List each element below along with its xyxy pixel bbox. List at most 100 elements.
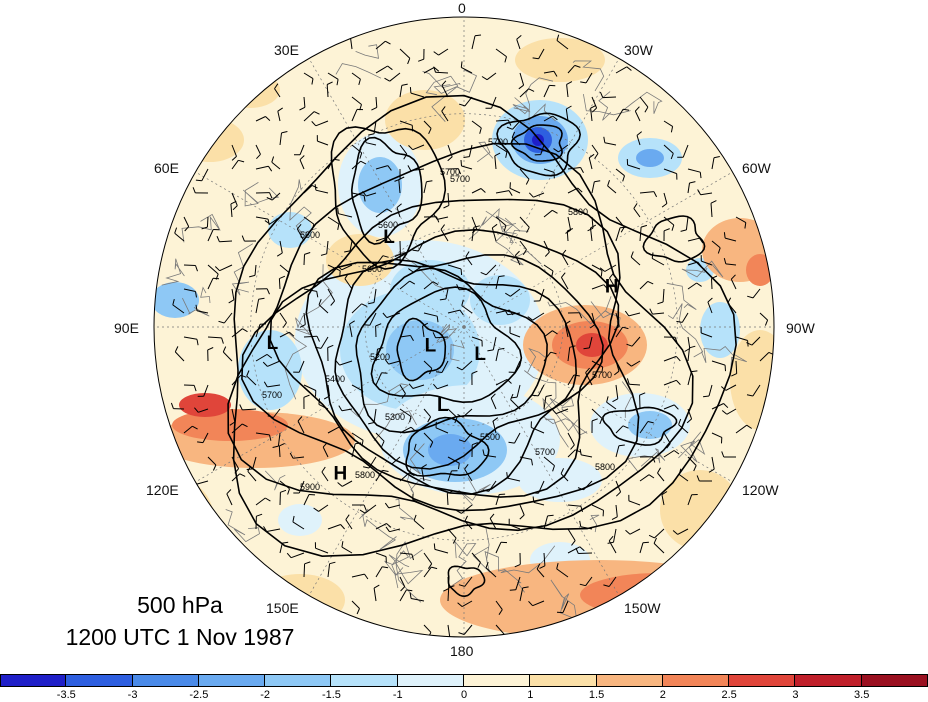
- wind-barb-shaft: [492, 336, 497, 351]
- wind-barb-flag: [594, 180, 601, 183]
- wind-barb-flag: [373, 584, 380, 589]
- anomaly-blob: [730, 330, 774, 430]
- contour-label: 5600: [378, 220, 398, 230]
- wind-barb-shaft: [631, 360, 641, 367]
- wind-barb-flag: [356, 608, 360, 615]
- coastline-segment: [355, 44, 379, 59]
- wind-barb-shaft: [375, 349, 378, 362]
- coastline-segment: [472, 527, 491, 573]
- wind-barb-flag: [456, 366, 463, 371]
- wind-barb-shaft: [373, 120, 377, 134]
- wind-barb-flag: [249, 274, 256, 278]
- wind-barb-flag: [311, 78, 314, 85]
- wind-barb-flag: [514, 563, 521, 568]
- wind-barb-shaft: [700, 192, 713, 196]
- wind-barb-flag: [678, 468, 682, 475]
- wind-barb-flag: [526, 227, 530, 233]
- wind-barb-flag: [384, 502, 390, 509]
- wind-barb-shaft: [663, 379, 677, 386]
- coastline-segment: [433, 69, 478, 94]
- wind-barb-flag: [445, 638, 450, 641]
- wind-barb-shaft: [581, 454, 593, 458]
- coastline-segment: [544, 418, 569, 448]
- height-contour: [227, 142, 694, 532]
- wind-barb-flag: [480, 188, 486, 193]
- wind-barb-flag: [386, 208, 393, 213]
- wind-barb-shaft: [303, 312, 306, 325]
- wind-barb-flag: [458, 463, 460, 470]
- colorbar-tick-label: 3.5: [854, 689, 870, 701]
- wind-barb-shaft: [254, 264, 257, 276]
- wind-barb-flag: [676, 379, 681, 386]
- wind-barb-flag: [170, 402, 174, 409]
- wind-barb-shaft: [231, 456, 240, 469]
- wind-barb-shaft: [555, 408, 569, 415]
- wind-barb-flag: [723, 403, 729, 409]
- wind-barb-shaft: [279, 312, 287, 323]
- wind-barb-shaft: [440, 229, 449, 242]
- wind-barb-shaft: [412, 144, 425, 151]
- lon-label-30e: 30E: [274, 42, 299, 58]
- wind-barb-flag: [222, 346, 227, 353]
- wind-barb-shaft: [663, 355, 677, 362]
- wind-barb-shaft: [303, 96, 306, 108]
- wind-barb-flag: [441, 80, 447, 86]
- wind-barb-flag: [731, 373, 737, 377]
- wind-barb-shaft: [639, 227, 642, 242]
- contour-label: 5600: [300, 230, 320, 240]
- wind-barb-flag: [673, 404, 679, 410]
- wind-barb-flag: [566, 105, 572, 110]
- wind-barb-flag: [613, 370, 620, 376]
- wind-barb-shaft: [423, 432, 434, 443]
- wind-barb-flag: [195, 265, 198, 272]
- wind-barb-shaft: [591, 284, 604, 290]
- wind-barb-shaft: [634, 110, 641, 122]
- wind-barb-flag: [174, 346, 179, 353]
- wind-barb-shaft: [556, 568, 569, 578]
- wind-barb-flag: [296, 223, 302, 230]
- wind-barb-shaft: [441, 360, 449, 373]
- wind-barb-shaft: [231, 423, 243, 434]
- wind-barb-flag: [345, 514, 350, 520]
- wind-barb-flag: [398, 176, 405, 181]
- wind-barb-flag: [505, 151, 508, 158]
- wind-barb-shaft: [435, 427, 449, 434]
- wind-barb-shaft: [326, 84, 329, 98]
- wind-barb-shaft: [351, 303, 362, 314]
- coastline-segment: [542, 416, 588, 436]
- wind-barb-flag: [696, 475, 700, 482]
- wind-barb-shaft: [677, 528, 689, 535]
- wind-barb-shaft: [507, 312, 521, 316]
- contour-label: 5500: [480, 432, 500, 442]
- wind-barb-flag: [418, 58, 424, 62]
- wind-barb-flag: [528, 192, 534, 198]
- colorbar-tick-label: -1: [392, 689, 403, 701]
- wind-barb-flag: [269, 192, 273, 199]
- wind-barb-shaft: [567, 374, 575, 386]
- wind-barb-shaft: [293, 456, 305, 459]
- wind-barb-shaft: [375, 432, 385, 442]
- wind-barb-shaft: [543, 456, 555, 466]
- wind-barb-flag: [382, 566, 389, 569]
- wind-barb-shaft: [471, 120, 482, 129]
- wind-barb-flag: [661, 203, 668, 208]
- wind-barb-shaft: [321, 471, 329, 482]
- wind-barb-flag: [577, 487, 584, 491]
- wind-barb-shaft: [399, 120, 413, 126]
- wind-barb-shaft: [318, 304, 329, 314]
- coastline-segment: [527, 347, 546, 373]
- wind-barb-shaft: [687, 168, 701, 173]
- wind-barb-flag: [498, 347, 505, 350]
- meridian-line: [463, 171, 733, 328]
- wind-barb-shaft: [183, 336, 198, 340]
- wind-barb-flag: [522, 249, 527, 255]
- wind-barb-shaft: [351, 72, 361, 80]
- wind-barb-shaft: [687, 282, 697, 290]
- wind-barb-flag: [375, 323, 382, 327]
- wind-barb-flag: [409, 87, 412, 94]
- wind-barb-flag: [506, 472, 508, 479]
- wind-barb-flag: [460, 159, 462, 167]
- wind-barb-shaft: [604, 142, 617, 146]
- wind-barb-flag: [197, 441, 204, 444]
- wind-barb-shaft: [297, 420, 305, 434]
